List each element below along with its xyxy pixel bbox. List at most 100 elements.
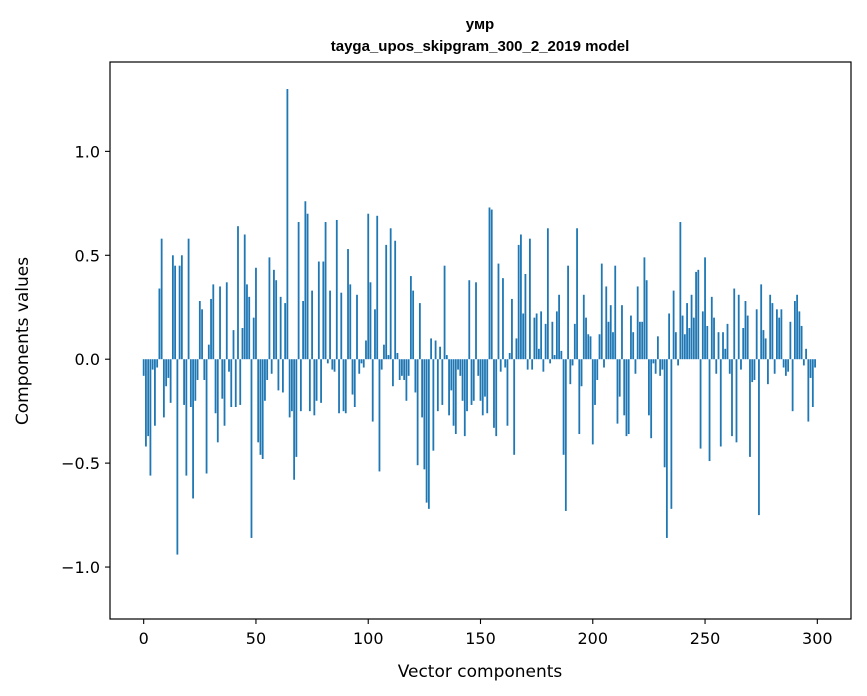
bar-81 — [324, 222, 327, 360]
bar-162 — [506, 359, 509, 426]
bar-229 — [656, 336, 659, 360]
bar-172 — [529, 238, 531, 360]
bar-59 — [275, 280, 278, 360]
y-tick-label: −1.0 — [61, 558, 100, 577]
bar-142 — [461, 359, 464, 401]
x-tick-label: 300 — [802, 629, 833, 648]
bar-284 — [780, 309, 783, 360]
bar-155 — [490, 209, 493, 360]
bar-264 — [735, 359, 738, 443]
y-axis-ticks: −1.0 −0.5 0.0 0.5 1.0 — [61, 142, 110, 577]
bar-95 — [356, 294, 358, 360]
bar-208 — [609, 305, 612, 360]
bar-195 — [580, 359, 583, 387]
bar-230 — [659, 359, 662, 376]
bar-211 — [616, 359, 619, 424]
bar-130 — [434, 340, 437, 360]
bar-277 — [764, 338, 767, 360]
bar-104 — [376, 215, 379, 360]
bar-262 — [731, 359, 733, 437]
bar-120 — [412, 290, 415, 360]
bar-240 — [681, 315, 684, 360]
bar-292 — [798, 311, 801, 360]
bar-71 — [302, 301, 305, 360]
bar-23 — [194, 359, 197, 401]
bar-206 — [605, 286, 608, 360]
bar-18 — [183, 359, 185, 405]
bar-267 — [742, 328, 745, 360]
bar-43 — [239, 359, 242, 405]
bar-94 — [353, 359, 356, 408]
bar-272 — [753, 359, 756, 380]
bar-6 — [156, 359, 159, 368]
bar-250 — [704, 257, 706, 360]
bar-139 — [454, 359, 457, 435]
bar-280 — [771, 303, 774, 360]
bar-227 — [652, 359, 655, 364]
y-tick-label: 1.0 — [75, 142, 100, 161]
bar-30 — [210, 298, 212, 360]
bar-203 — [598, 334, 601, 360]
bar-5 — [154, 359, 156, 426]
bar-299 — [814, 359, 816, 368]
bar-215 — [625, 359, 628, 437]
bar-57 — [270, 359, 273, 374]
bar-214 — [623, 359, 626, 416]
bar-69 — [297, 222, 300, 360]
x-tick-label: 0 — [139, 629, 149, 648]
bar-163 — [508, 352, 511, 360]
bar-97 — [360, 359, 363, 364]
bar-233 — [665, 359, 668, 538]
bar-49 — [252, 317, 255, 360]
bar-117 — [405, 359, 408, 401]
bar-258 — [722, 332, 724, 360]
bar-12 — [169, 359, 172, 403]
bar-32 — [214, 359, 217, 414]
bar-60 — [277, 359, 280, 391]
bar-181 — [549, 359, 552, 364]
bar-83 — [329, 290, 331, 360]
bar-180 — [546, 228, 549, 360]
bar-122 — [416, 359, 419, 466]
bar-274 — [758, 359, 760, 516]
bar-141 — [459, 359, 462, 376]
bar-147 — [472, 359, 475, 401]
bar-218 — [632, 332, 635, 360]
bar-209 — [612, 332, 614, 360]
bar-197 — [585, 317, 587, 360]
bar-157 — [495, 359, 498, 437]
bar-257 — [719, 359, 722, 447]
bar-193 — [576, 228, 578, 360]
bar-279 — [769, 294, 772, 360]
bar-289 — [791, 359, 794, 412]
bar-70 — [299, 359, 302, 412]
bar-125 — [423, 359, 426, 470]
bar-126 — [425, 359, 428, 503]
bar-189 — [567, 265, 569, 360]
bar-149 — [477, 359, 480, 376]
x-tick-label: 100 — [353, 629, 384, 648]
bar-19 — [185, 359, 188, 476]
bar-1 — [145, 359, 147, 447]
bar-31 — [212, 284, 215, 360]
bar-67 — [293, 359, 296, 480]
bar-217 — [630, 315, 632, 360]
bar-231 — [661, 359, 664, 370]
bar-238 — [677, 359, 679, 366]
bar-46 — [246, 284, 248, 360]
bar-207 — [607, 321, 610, 360]
bar-291 — [796, 294, 799, 360]
bar-296 — [807, 359, 810, 422]
bar-212 — [618, 359, 621, 397]
y-axis-label: Components values — [13, 257, 33, 425]
bar-27 — [203, 359, 206, 380]
bar-198 — [587, 334, 590, 360]
bar-213 — [621, 305, 623, 360]
bar-232 — [663, 359, 666, 468]
bar-243 — [688, 328, 691, 360]
bar-66 — [290, 359, 293, 412]
bar-45 — [243, 234, 246, 360]
bar-145 — [468, 280, 471, 360]
bar-133 — [441, 359, 444, 405]
bar-48 — [250, 359, 253, 538]
